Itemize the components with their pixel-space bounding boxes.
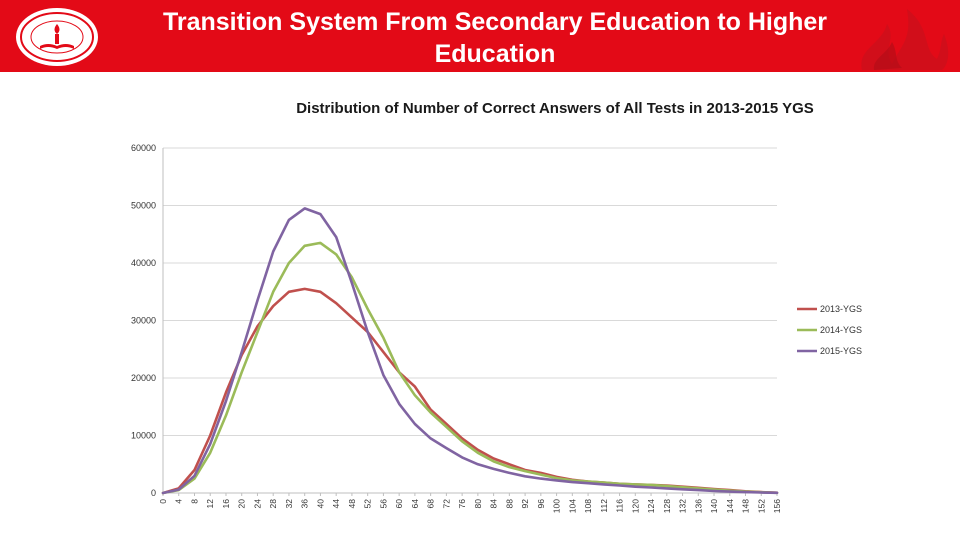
y-tick-label: 50000 — [131, 201, 156, 211]
x-tick-label: 112 — [599, 499, 609, 513]
y-tick-label: 10000 — [131, 431, 156, 441]
y-tick-label: 30000 — [131, 316, 156, 326]
x-tick-label: 72 — [441, 499, 451, 509]
series-line-2013-YGS — [161, 287, 779, 495]
x-tick-label: 144 — [725, 499, 735, 513]
x-tick-label: 88 — [504, 499, 514, 509]
x-tick-label: 152 — [756, 499, 766, 513]
x-tick-label: 140 — [709, 499, 719, 513]
x-tick-label: 100 — [552, 499, 562, 513]
x-tick-label: 64 — [410, 499, 420, 509]
x-tick-label: 68 — [426, 499, 436, 509]
x-tick-label: 120 — [630, 499, 640, 513]
x-tick-label: 12 — [205, 499, 215, 509]
x-tick-label: 56 — [378, 499, 388, 509]
legend-label: 2013-YGS — [820, 304, 862, 314]
y-tick-label: 40000 — [131, 258, 156, 268]
x-tick-label: 84 — [489, 499, 499, 509]
x-tick-label: 96 — [536, 499, 546, 509]
x-tick-label: 36 — [300, 499, 310, 509]
x-tick-label: 104 — [567, 499, 577, 513]
x-tick-label: 40 — [315, 499, 325, 509]
x-tick-label: 92 — [520, 499, 530, 509]
legend-label: 2014-YGS — [820, 325, 862, 335]
x-tick-label: 32 — [284, 499, 294, 509]
x-tick-label: 116 — [615, 499, 625, 513]
y-tick-label: 20000 — [131, 373, 156, 383]
header-bar: Transition System From Secondary Educati… — [0, 0, 960, 72]
flame-logo-icon — [861, 9, 949, 70]
x-tick-label: 80 — [473, 499, 483, 509]
legend-label: 2015-YGS — [820, 346, 862, 356]
x-tick-label: 24 — [252, 499, 262, 509]
y-tick-label: 0 — [151, 488, 156, 498]
x-tick-label: 136 — [693, 499, 703, 513]
x-tick-label: 20 — [237, 499, 247, 509]
x-tick-label: 0 — [158, 499, 168, 504]
chart-title: Distribution of Number of Correct Answer… — [296, 100, 814, 117]
x-tick-label: 44 — [331, 499, 341, 509]
ministry-logo-icon — [16, 8, 98, 66]
x-tick-label: 148 — [741, 499, 751, 513]
x-tick-label: 16 — [221, 499, 231, 509]
x-tick-label: 124 — [646, 499, 656, 513]
x-tick-label: 128 — [662, 499, 672, 513]
x-tick-label: 28 — [268, 499, 278, 509]
x-tick-label: 76 — [457, 499, 467, 509]
x-tick-label: 108 — [583, 499, 593, 513]
y-tick-label: 60000 — [131, 143, 156, 153]
x-tick-label: 156 — [772, 499, 782, 513]
x-tick-label: 8 — [189, 499, 199, 504]
page-title: Transition System From Secondary Educati… — [162, 8, 827, 68]
x-tick-label: 60 — [394, 499, 404, 509]
series-line-2015-YGS — [161, 207, 779, 495]
line-chart: 0 10000 20000 30000 40000 50000 60000 0 4 8 12 16 20… — [131, 143, 862, 513]
x-tick-label: 52 — [363, 499, 373, 509]
series-line-2014-YGS — [161, 241, 779, 495]
x-tick-label: 48 — [347, 499, 357, 509]
x-tick-label: 132 — [678, 499, 688, 513]
x-tick-label: 4 — [174, 499, 184, 504]
